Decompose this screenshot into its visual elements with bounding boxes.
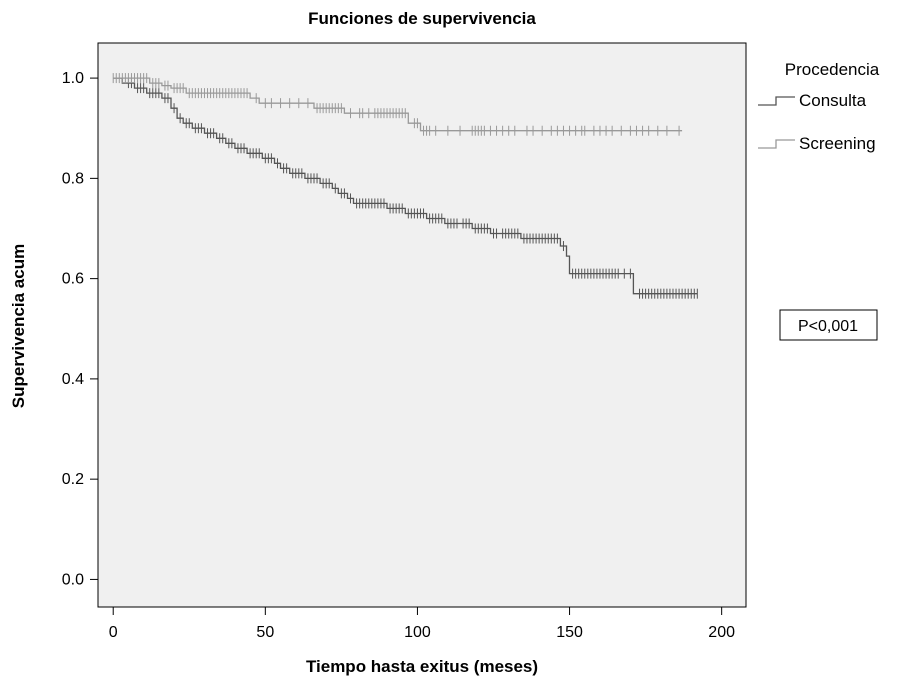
x-axis-label: Tiempo hasta exitus (meses) (306, 657, 538, 676)
legend-item-consulta: Consulta (758, 91, 867, 110)
survival-line-consulta (113, 77, 698, 295)
legend-item-screening: Screening (758, 134, 876, 153)
x-tick-label: 0 (109, 624, 118, 641)
plot-area (97, 42, 747, 608)
x-tick-label: 50 (256, 624, 274, 641)
y-tick-label: 0.2 (62, 471, 84, 488)
y-tick-label: 1.0 (62, 70, 84, 87)
x-tick-label: 100 (404, 624, 431, 641)
p-value-annotation: P<0,001 (779, 309, 878, 341)
legend-title: Procedencia (785, 60, 880, 79)
p-value-text: P<0,001 (798, 318, 858, 335)
legend-swatch-screening (758, 139, 795, 149)
survival-curves (112, 73, 698, 299)
y-tick-label: 0.0 (62, 571, 84, 588)
legend-label-consulta: Consulta (799, 91, 867, 110)
censor-marks-consulta (127, 78, 698, 299)
x-axis: 0 50 100 150 200 (109, 607, 735, 641)
legend: Procedencia Consulta Screening (758, 60, 880, 153)
legend-swatch-consulta (758, 96, 795, 106)
survival-line-screening (113, 77, 683, 132)
legend-label-screening: Screening (799, 134, 876, 153)
y-axis: 0.0 0.2 0.4 0.6 0.8 1.0 (62, 70, 98, 588)
p-value-box (779, 309, 878, 341)
chart-title: Funciones de supervivencia (308, 9, 536, 28)
y-tick-label: 0.4 (62, 371, 84, 388)
x-tick-label: 150 (556, 624, 583, 641)
x-tick-label: 200 (708, 624, 735, 641)
y-tick-label: 0.8 (62, 170, 84, 187)
y-tick-label: 0.6 (62, 271, 84, 288)
censor-marks-screening (112, 73, 680, 136)
y-axis-label: Supervivencia acum (9, 244, 28, 408)
